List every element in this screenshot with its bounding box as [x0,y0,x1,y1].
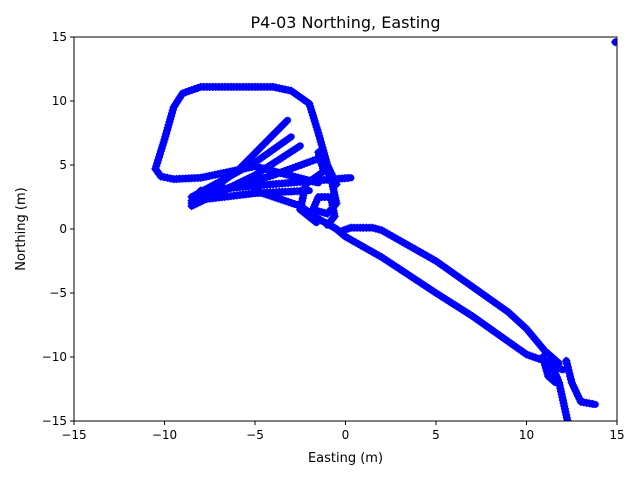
marker-plus [343,174,352,183]
x-tick-label: 0 [342,428,350,442]
x-tick-label: 5 [432,428,440,442]
y-tick-label: 15 [52,30,67,44]
y-axis-label: Northing (m) [14,187,29,270]
marker-plus [549,376,558,385]
x-tick-label: 10 [519,428,534,442]
y-tick-label: −15 [42,414,67,428]
y-tick-label: −5 [49,286,67,300]
marker-plus [588,399,597,408]
plot-data [151,38,617,421]
marker-plus [611,38,617,47]
y-tick-label: 10 [52,94,67,108]
x-tick-label: −5 [246,428,264,442]
y-tick-label: 5 [59,158,67,172]
x-tick-label: −15 [61,428,86,442]
marker-plus [325,218,334,227]
marker-plus [284,134,293,143]
x-tick-label: −10 [152,428,177,442]
ticks: −15 −10 −5 0 5 10 15 −15 −10 −5 0 5 10 15 [42,30,625,442]
marker-plus [293,143,302,152]
chart-title: P4-03 Northing, Easting [251,13,441,32]
x-tick-label: 15 [609,428,624,442]
marker-plus [281,118,290,127]
y-tick-label: −10 [42,350,67,364]
x-axis-label: Easting (m) [308,451,383,466]
marker-plus [310,216,319,225]
y-tick-label: 0 [59,222,67,236]
